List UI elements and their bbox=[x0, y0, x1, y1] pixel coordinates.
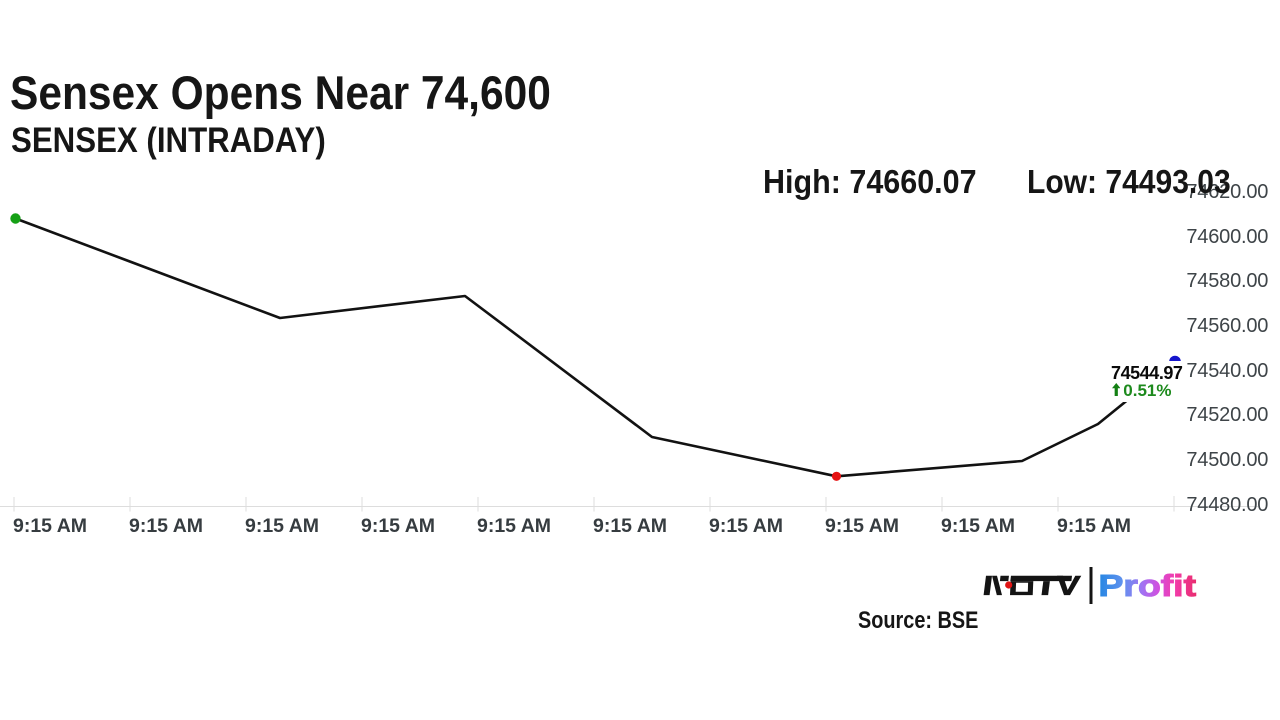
svg-text:Profit: Profit bbox=[1099, 568, 1197, 603]
